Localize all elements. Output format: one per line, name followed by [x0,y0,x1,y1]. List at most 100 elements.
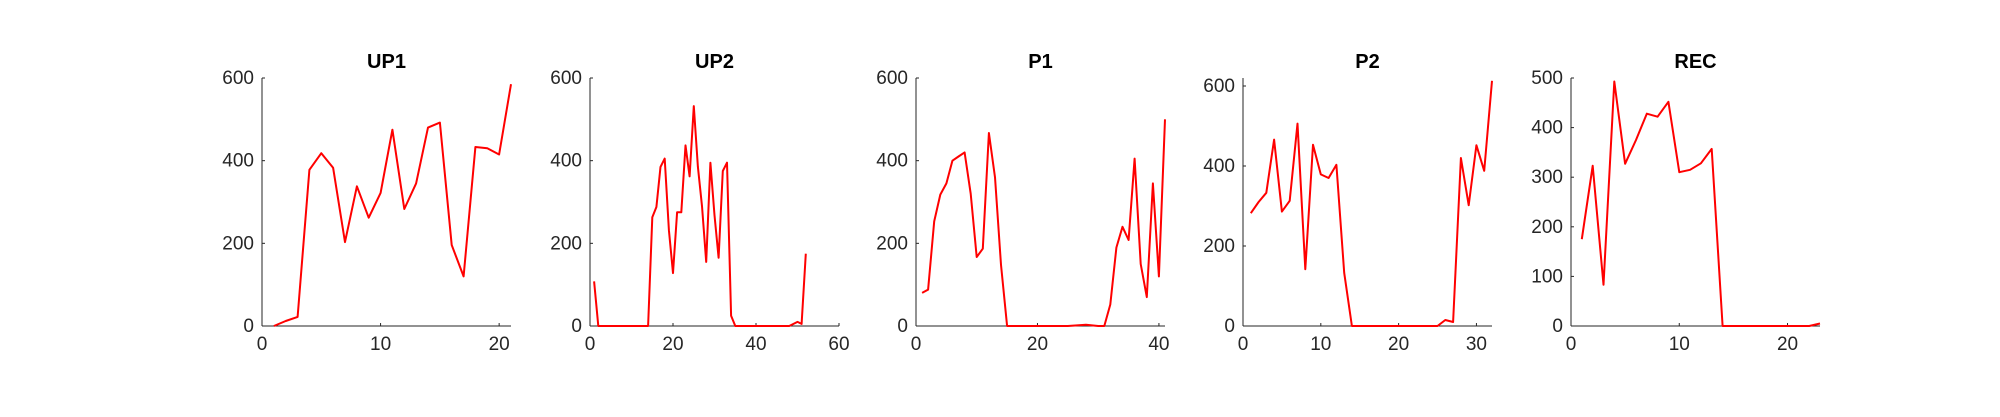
data-point [788,325,790,327]
y-tick-label: 400 [222,151,254,172]
series-line [273,84,512,327]
data-point [927,289,929,291]
data-point [1646,113,1648,115]
data-point [1808,325,1810,327]
y-tick-label: 400 [550,151,582,172]
data-point [1036,325,1038,327]
y-tick-label: 600 [1203,76,1235,97]
data-point [726,162,728,164]
x-tick-label: 40 [745,334,766,355]
data-point [601,325,603,327]
series-line [921,119,1166,327]
data-point [693,105,695,107]
data-point [672,272,674,274]
data-point [1097,325,1099,327]
data-point [1335,164,1337,166]
data-point [308,169,310,171]
data-point [1085,324,1087,326]
data-point [1444,319,1446,321]
data-point [1475,144,1477,146]
y-tick-label: 200 [1531,217,1563,238]
data-point [1115,246,1117,248]
data-point [1613,80,1615,82]
data-point [1158,275,1160,277]
data-point [1765,325,1767,327]
data-point [797,321,799,323]
x-tick-label: 20 [662,334,683,355]
data-point [463,275,465,277]
x-tick-label: 20 [1388,334,1409,355]
data-point [332,167,334,169]
data-point [1722,325,1724,327]
x-tick-label: 0 [257,334,268,355]
data-point [1109,304,1111,306]
data-point [651,216,653,218]
data-point [1121,226,1123,228]
data-point [1437,325,1439,327]
data-point [1006,325,1008,327]
x-tick-label: 0 [1238,334,1249,355]
data-point [1312,144,1314,146]
y-tick-label: 0 [897,316,908,337]
data-point [801,323,803,325]
data-point [747,325,749,327]
y-tick-label: 0 [571,316,582,337]
x-tick-label: 60 [828,334,849,355]
data-point [958,156,960,158]
data-point [718,257,720,259]
data-point [730,315,732,317]
data-point [1265,192,1267,194]
series-line [1580,80,1821,327]
y-tick-label: 0 [1224,316,1235,337]
data-point [1602,284,1604,286]
data-point [994,176,996,178]
data-point [297,316,299,318]
data-point [1128,239,1130,241]
data-point [734,325,736,327]
data-point [1296,123,1298,125]
data-point [805,253,807,255]
data-point [439,122,441,124]
data-point [709,162,711,164]
data-point [1667,101,1669,103]
data-point [1328,177,1330,179]
chart-title: REC [1674,51,1716,73]
data-point [1483,170,1485,172]
data-point [982,248,984,250]
y-tick-label: 0 [1552,316,1563,337]
data-point [1689,169,1691,171]
data-point [1134,158,1136,160]
data-point [776,325,778,327]
data-point [988,132,990,134]
data-point [1250,212,1252,214]
chart-title: P2 [1355,51,1379,73]
data-point [1468,204,1470,206]
data-point [1152,182,1154,184]
data-point [1258,201,1260,203]
data-point [403,208,405,210]
data-point [738,325,740,327]
y-tick-label: 200 [876,233,908,254]
data-point [939,194,941,196]
data-point [684,144,686,146]
data-point [1103,325,1105,327]
data-point [1635,139,1637,141]
data-point [1452,321,1454,323]
data-point [1700,162,1702,164]
data-point [701,205,703,207]
data-point [610,325,612,327]
data-point [1711,148,1713,150]
data-point [1460,157,1462,159]
chart-title: P1 [1028,51,1052,73]
data-point [680,211,682,213]
data-point [593,280,595,282]
data-point [689,175,691,177]
data-point [1398,325,1400,327]
data-point [391,129,393,131]
y-tick-label: 400 [1203,156,1235,177]
data-point [344,241,346,243]
data-point [933,220,935,222]
